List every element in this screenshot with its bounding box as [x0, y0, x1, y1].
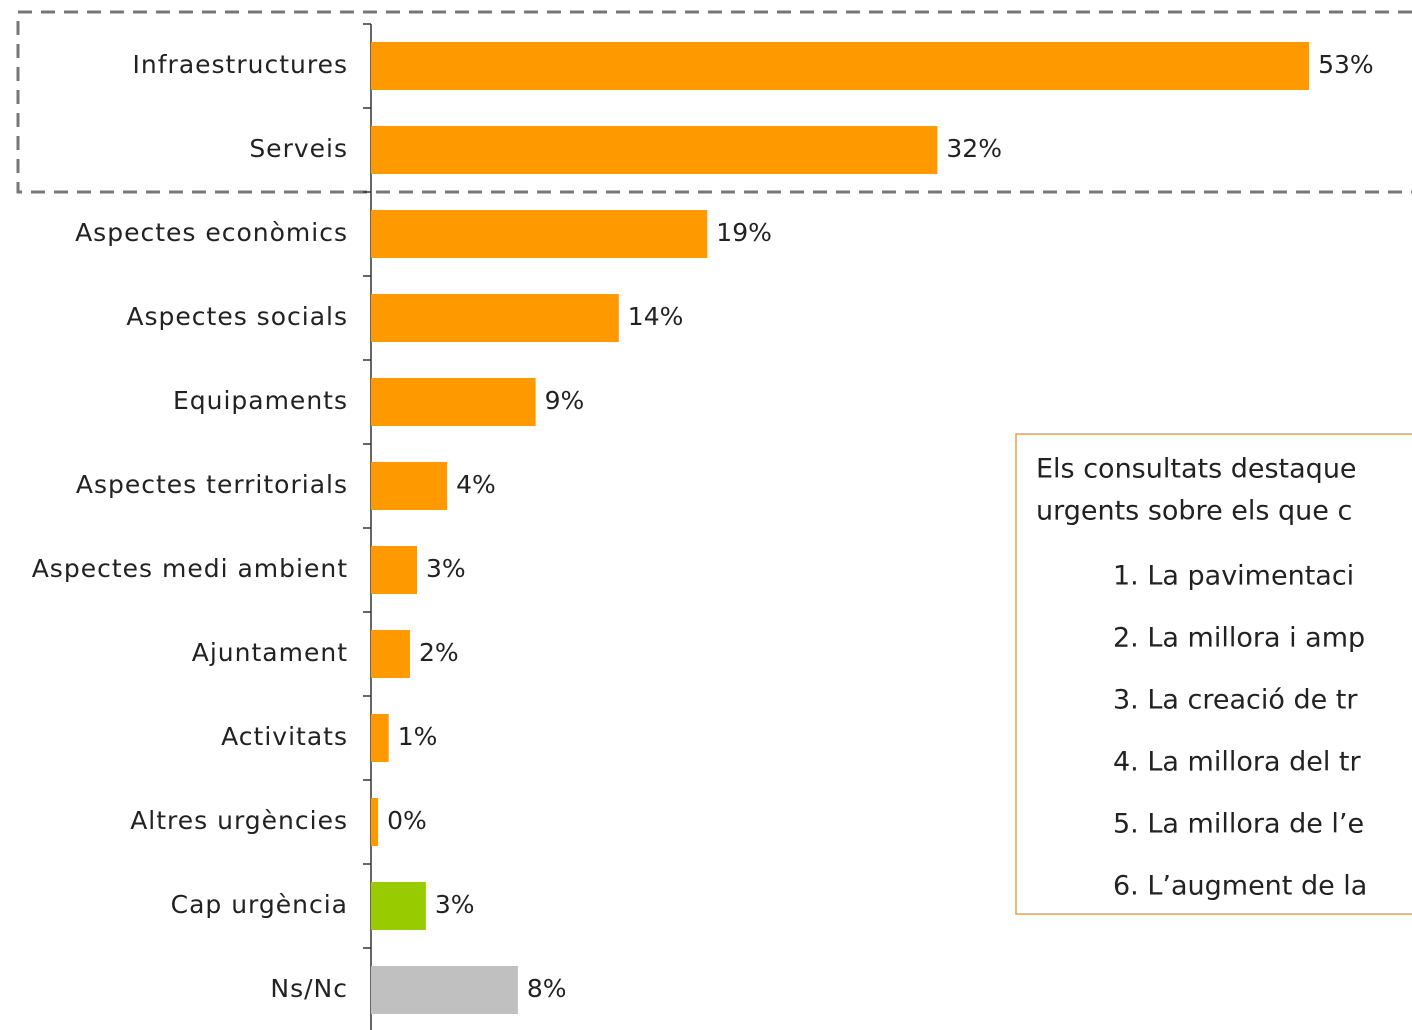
annotation-text: Els consultats destaque	[1036, 454, 1357, 485]
category-label: Aspectes medi ambient	[32, 554, 348, 583]
value-label: 9%	[545, 386, 585, 415]
category-label: Equipaments	[173, 386, 348, 415]
category-label: Cap urgència	[171, 890, 348, 919]
value-label: 53%	[1318, 50, 1374, 79]
bar	[371, 630, 410, 678]
bar	[371, 126, 938, 174]
value-label: 3%	[426, 554, 466, 583]
annotation-item: 1. La pavimentaci	[1113, 561, 1354, 592]
category-label: Aspectes socials	[126, 302, 348, 331]
bar	[371, 462, 448, 510]
value-label: 19%	[716, 218, 772, 247]
category-label: Aspectes econòmics	[75, 218, 348, 247]
bar	[371, 210, 708, 258]
value-label: 1%	[398, 722, 438, 751]
bar	[371, 42, 1310, 90]
category-label: Altres urgències	[130, 806, 348, 835]
category-label: Ajuntament	[192, 638, 348, 667]
category-label: Ns/Nc	[270, 974, 348, 1003]
annotation-item: 3. La creació de tr	[1113, 685, 1358, 716]
category-label: Aspectes territorials	[76, 470, 348, 499]
bar	[371, 882, 426, 930]
value-label: 2%	[419, 638, 459, 667]
value-label: 32%	[946, 134, 1002, 163]
value-label: 0%	[387, 806, 427, 835]
value-label: 14%	[628, 302, 684, 331]
annotation-item: 5. La millora de l’e	[1113, 809, 1364, 840]
value-label: 8%	[527, 974, 567, 1003]
bar	[371, 966, 518, 1014]
bar	[371, 798, 379, 846]
highlight-box	[16, 10, 1412, 194]
annotation-item: 4. La millora del tr	[1113, 747, 1361, 778]
category-label: Infraestructures	[133, 50, 348, 79]
annotation-box	[1015, 433, 1412, 915]
category-label: Activitats	[221, 722, 348, 751]
annotation-item: 6. L’augment de la	[1113, 871, 1367, 902]
bar	[371, 714, 389, 762]
annotation-text: urgents sobre els que c	[1036, 496, 1352, 527]
annotation-item: 2. La millora i amp	[1113, 623, 1365, 654]
bar	[371, 294, 619, 342]
category-label: Serveis	[249, 134, 348, 163]
value-label: 4%	[456, 470, 496, 499]
bar	[371, 378, 536, 426]
bar	[371, 546, 418, 594]
value-label: 3%	[435, 890, 475, 919]
